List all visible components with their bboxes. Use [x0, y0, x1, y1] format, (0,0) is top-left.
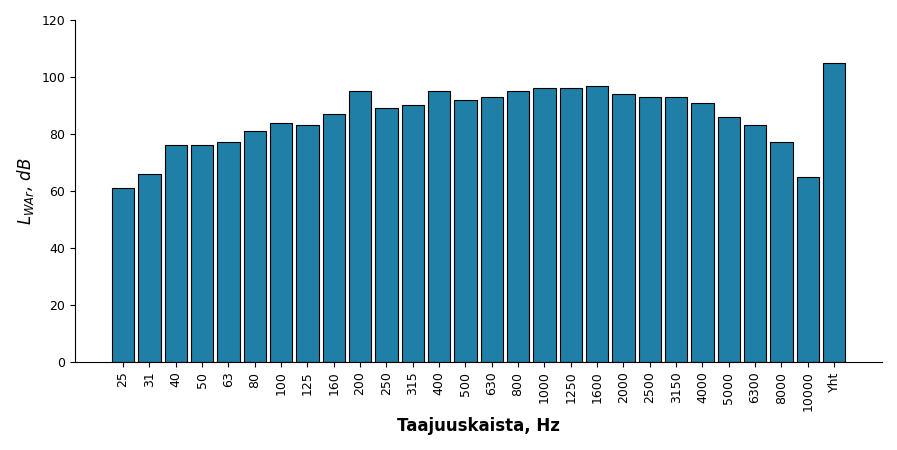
- Bar: [296, 126, 318, 362]
- Bar: [560, 88, 582, 362]
- Bar: [586, 86, 608, 362]
- Bar: [771, 143, 793, 362]
- Bar: [349, 91, 371, 362]
- Bar: [613, 94, 634, 362]
- Bar: [454, 100, 476, 362]
- Bar: [270, 122, 292, 362]
- Bar: [138, 174, 161, 362]
- Bar: [428, 91, 450, 362]
- Bar: [823, 63, 845, 362]
- Bar: [718, 117, 740, 362]
- Bar: [507, 91, 529, 362]
- Bar: [402, 105, 424, 362]
- Bar: [323, 114, 345, 362]
- Bar: [112, 188, 135, 362]
- Bar: [243, 131, 266, 362]
- Bar: [481, 97, 503, 362]
- Bar: [375, 108, 397, 362]
- Bar: [164, 145, 187, 362]
- Bar: [665, 97, 687, 362]
- Bar: [191, 145, 213, 362]
- Bar: [639, 97, 661, 362]
- Y-axis label: $L_{WAr}$, dB: $L_{WAr}$, dB: [15, 157, 36, 225]
- X-axis label: Taajuuskaista, Hz: Taajuuskaista, Hz: [397, 417, 560, 435]
- Bar: [533, 88, 555, 362]
- Bar: [797, 177, 819, 362]
- Bar: [744, 126, 766, 362]
- Bar: [217, 143, 239, 362]
- Bar: [692, 103, 714, 362]
